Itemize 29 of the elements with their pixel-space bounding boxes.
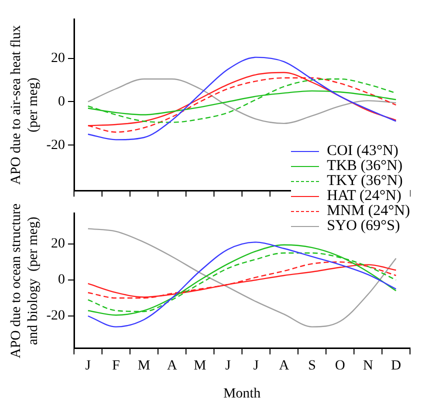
x-tick-label: J [253,358,260,374]
legend-label: SYO (69°S) [326,218,400,234]
x-axis-title: Month [223,386,261,402]
x-tick-label: N [362,358,374,374]
x-tick-label: A [278,358,290,374]
line-series [87,244,397,316]
x-tick-label: D [390,358,402,374]
y-tick-label: 0 [58,94,65,110]
x-tick-label: J [225,358,232,374]
y-tick-label: -20 [46,138,65,153]
x-tick-label: F [112,358,120,374]
y-tick-label: 0 [58,272,65,288]
y-tick-label: -20 [46,308,65,324]
y-tick-label: 20 [51,236,65,252]
x-tick-label: J [85,358,92,374]
x-tick-label: S [308,358,316,374]
y-axis-title: APO due to ocean structure and biology (per meg) [9,204,41,358]
y-axis-title: APO due to air-sea heat flux (per meg) [9,25,41,185]
y-tick-label: 20 [51,51,65,66]
legend-label: TKY (36°N) [326,173,403,189]
legend-label: MNM (24°N) [326,203,410,219]
x-tick-label: O [334,358,346,374]
x-tick-label: M [138,358,151,374]
line-series [87,56,397,140]
x-tick-label: M [194,358,207,374]
legend-label: HAT (24°N) [326,188,402,204]
legend-label: TKB (36°N) [326,158,402,174]
legend-label: COI (43°N) [326,143,398,159]
x-tick-label: A [166,358,178,374]
